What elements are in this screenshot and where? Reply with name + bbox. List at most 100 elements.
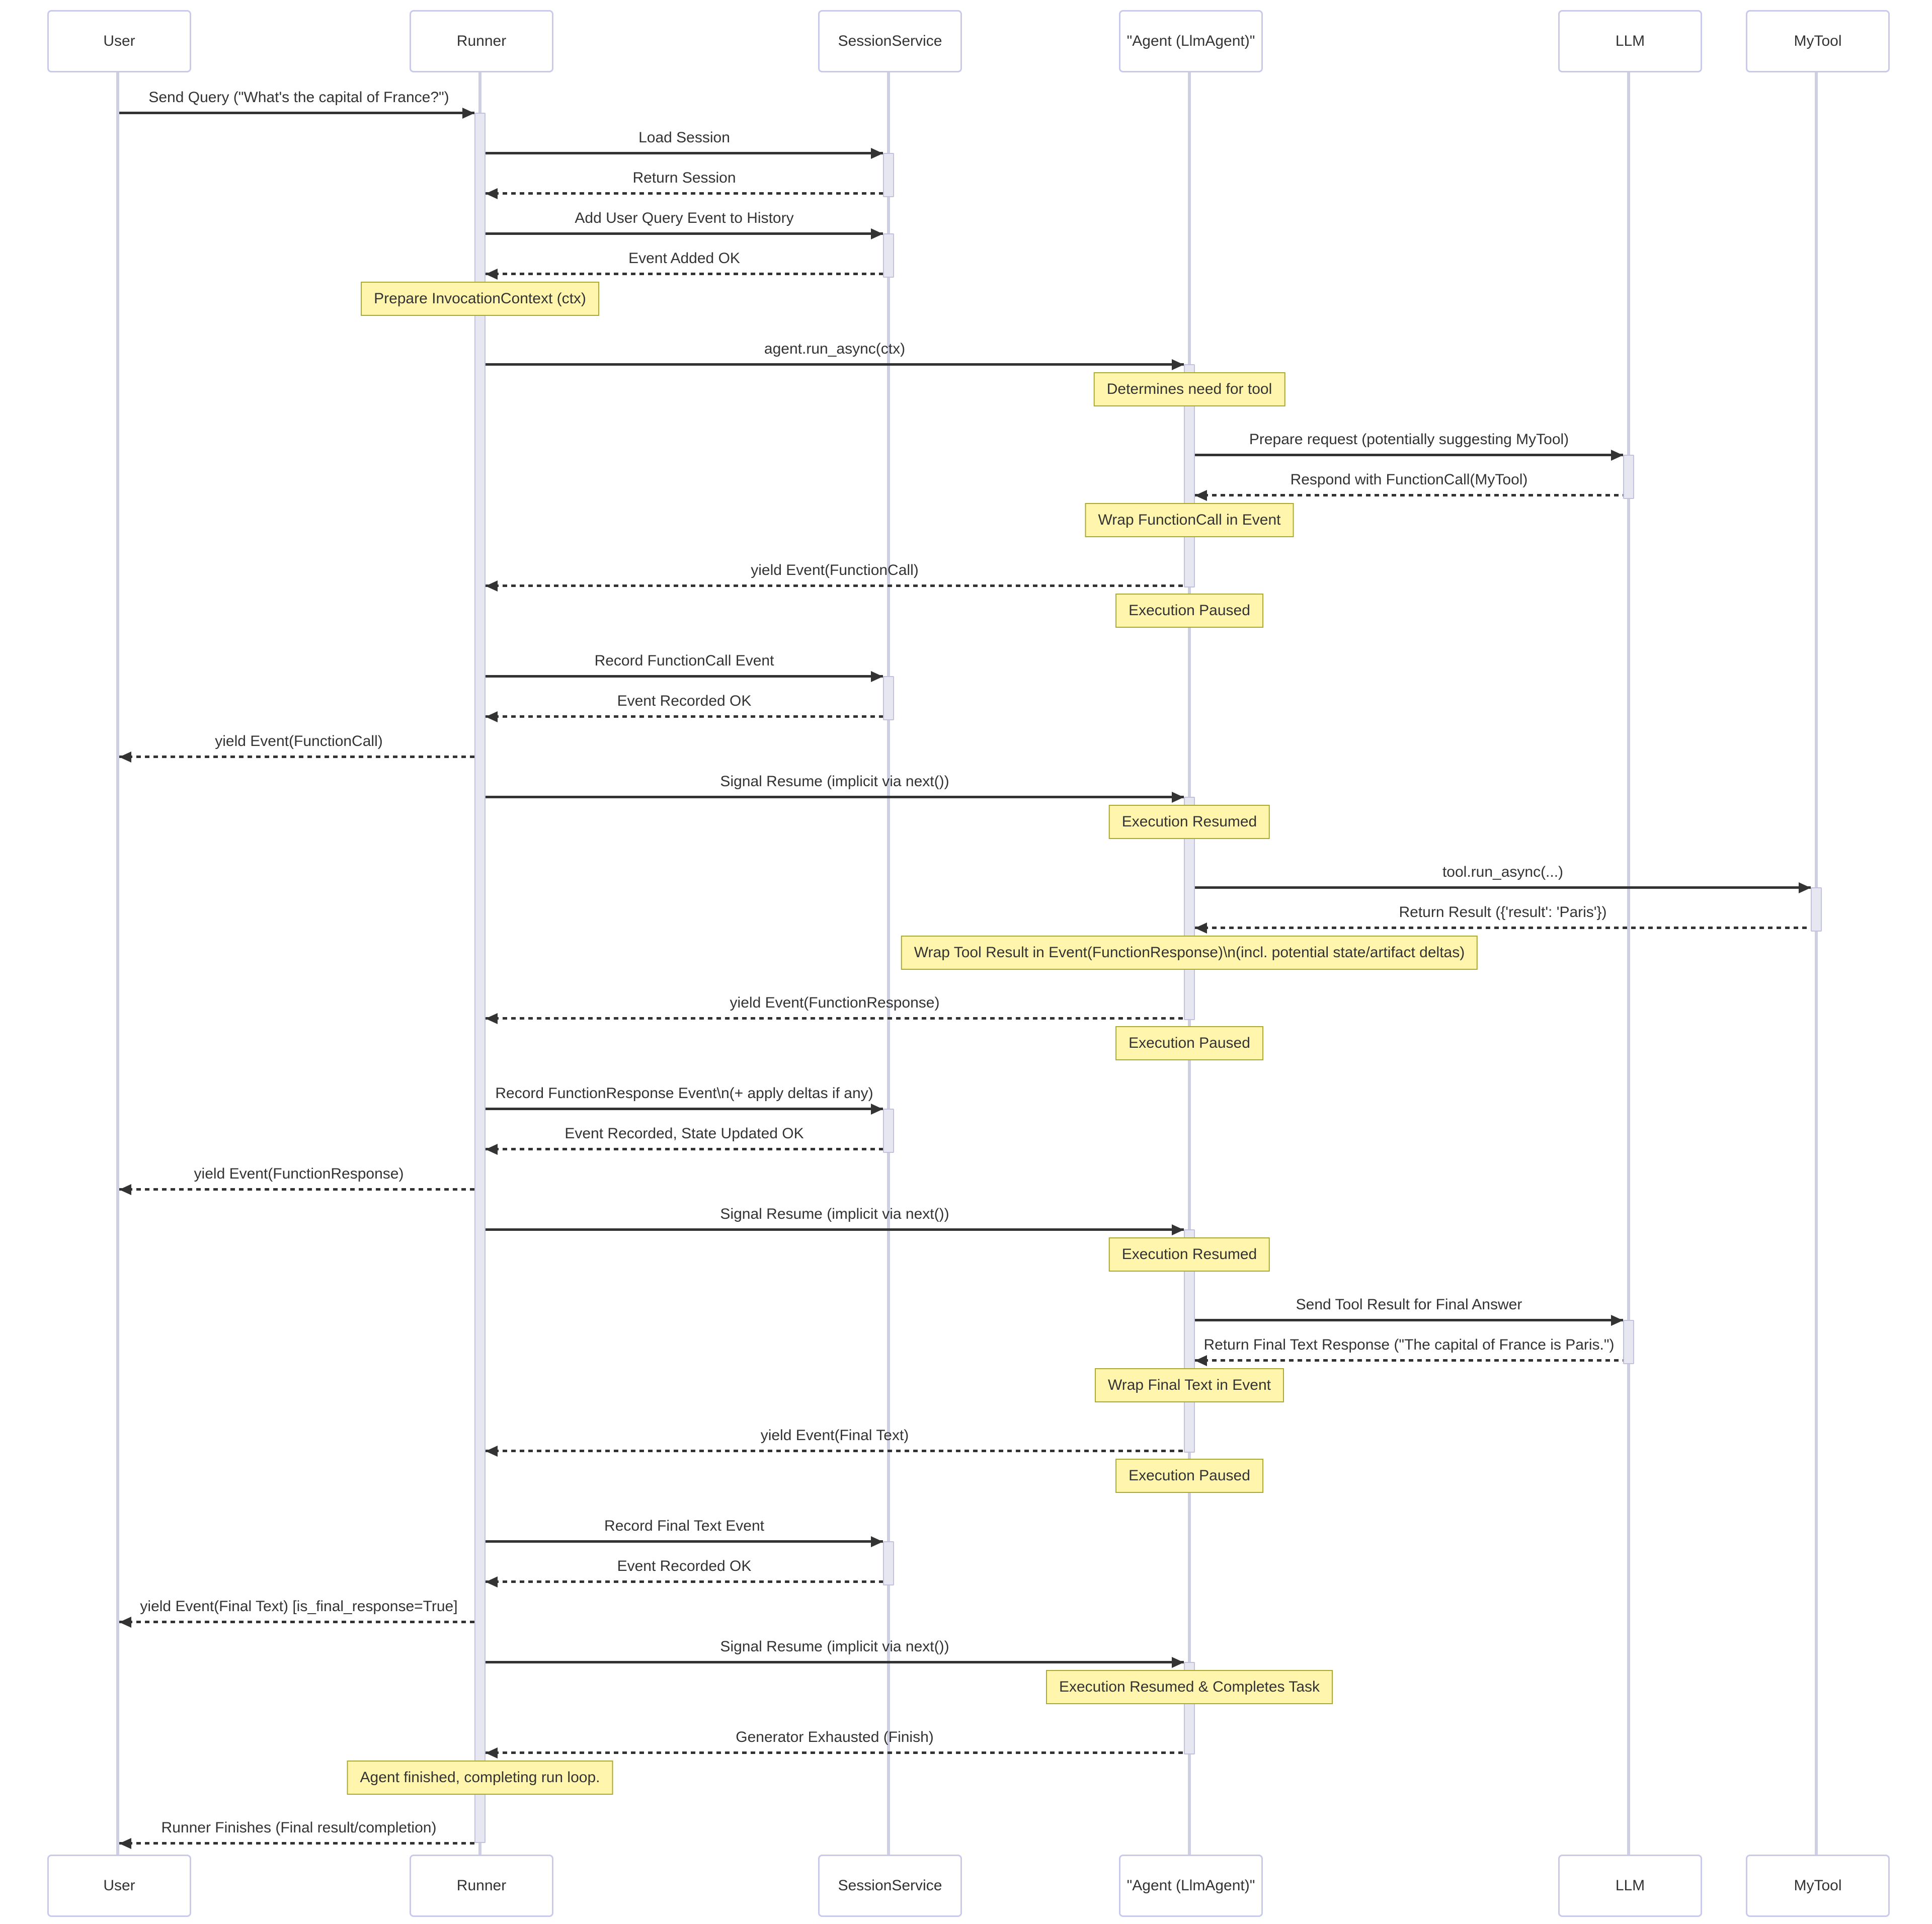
participant-label: User — [103, 1877, 135, 1894]
participant-label: "Agent (LlmAgent)" — [1126, 33, 1255, 49]
arrowhead — [486, 1747, 498, 1759]
message-label: Signal Resume (implicit via next()) — [720, 1638, 949, 1655]
participant-top-mytool: MyTool — [1746, 10, 1890, 72]
message-label: Runner Finishes (Final result/completion… — [161, 1819, 437, 1836]
arrowhead — [119, 751, 131, 763]
message-label: yield Event(FunctionCall) — [215, 733, 383, 749]
message-label: Prepare request (potentially suggesting … — [1249, 431, 1569, 448]
note: Execution Paused — [1115, 1026, 1263, 1060]
message-label: Record FunctionResponse Event\n(+ apply … — [495, 1085, 873, 1102]
note: Execution Paused — [1115, 1459, 1263, 1493]
arrowhead — [1611, 1315, 1623, 1326]
message-label: Send Tool Result for Final Answer — [1296, 1296, 1522, 1313]
note: Agent finished, completing run loop. — [347, 1761, 613, 1795]
message-line — [1195, 1359, 1623, 1362]
message-label: Return Result ({'result': 'Paris'}) — [1399, 904, 1607, 921]
message-label: Return Final Text Response ("The capital… — [1203, 1336, 1615, 1353]
note: Wrap Final Text in Event — [1094, 1368, 1284, 1402]
activation-bar-llm — [1623, 455, 1634, 499]
participant-top-agent: "Agent (LlmAgent)" — [1119, 10, 1263, 72]
message-line — [119, 1188, 474, 1191]
participant-label: Runner — [456, 1877, 507, 1894]
activation-bar-session — [883, 153, 894, 197]
message-line — [486, 1108, 883, 1110]
message-line — [119, 1621, 474, 1623]
message-line — [486, 232, 883, 235]
message-label: Load Session — [638, 129, 730, 146]
activation-bar-mytool — [1811, 887, 1822, 932]
participant-label: SessionService — [838, 1877, 942, 1894]
message-line — [486, 715, 883, 718]
arrowhead — [1799, 882, 1811, 893]
message-label: Send Query ("What's the capital of Franc… — [148, 89, 449, 106]
arrowhead — [1172, 1224, 1184, 1235]
message-label: Return Session — [632, 170, 736, 186]
message-label: Event Added OK — [628, 250, 740, 267]
message-line — [486, 273, 883, 275]
message-line — [1195, 454, 1623, 456]
message-label: Signal Resume (implicit via next()) — [720, 1206, 949, 1222]
participant-label: Runner — [456, 33, 507, 49]
note: Execution Resumed — [1108, 1237, 1270, 1272]
message-label: yield Event(Final Text) [is_final_respon… — [140, 1598, 458, 1615]
message-label: Event Recorded OK — [617, 693, 752, 709]
lifeline-mytool — [1815, 69, 1818, 1855]
participant-bottom-user: User — [47, 1855, 191, 1917]
arrowhead — [1172, 1657, 1184, 1668]
message-label: yield Event(FunctionCall) — [751, 562, 919, 578]
participant-bottom-agent: "Agent (LlmAgent)" — [1119, 1855, 1263, 1917]
message-line — [1195, 1319, 1623, 1321]
message-label: Respond with FunctionCall(MyTool) — [1290, 471, 1528, 488]
arrowhead — [486, 580, 498, 592]
arrowhead — [1172, 359, 1184, 370]
arrowhead — [871, 148, 883, 159]
note: Execution Resumed — [1108, 805, 1270, 839]
message-line — [486, 1751, 1184, 1754]
message-label: yield Event(FunctionResponse) — [194, 1165, 404, 1182]
participant-label: MyTool — [1794, 33, 1842, 49]
message-line — [486, 152, 883, 154]
message-label: tool.run_async(...) — [1442, 864, 1564, 880]
arrowhead — [1172, 792, 1184, 803]
message-line — [486, 1450, 1184, 1452]
lifeline-llm — [1627, 69, 1630, 1855]
message-line — [486, 192, 883, 195]
message-line — [119, 112, 474, 114]
message-line — [1195, 494, 1623, 496]
message-line — [486, 796, 1184, 798]
activation-bar-llm — [1623, 1320, 1634, 1364]
arrowhead — [486, 188, 498, 199]
message-label: Event Recorded OK — [617, 1558, 752, 1574]
note: Execution Paused — [1115, 594, 1263, 628]
activation-bar-session — [883, 1541, 894, 1585]
message-line — [119, 756, 474, 758]
message-label: yield Event(FunctionResponse) — [730, 994, 940, 1011]
message-line — [1195, 886, 1811, 889]
message-label: agent.run_async(ctx) — [764, 341, 906, 357]
activation-bar-session — [883, 1109, 894, 1153]
message-line — [486, 1661, 1184, 1663]
arrowhead — [486, 711, 498, 722]
note: Wrap Tool Result in Event(FunctionRespon… — [901, 936, 1478, 970]
message-line — [486, 1017, 1184, 1020]
message-line — [119, 1842, 474, 1845]
message-line — [486, 675, 883, 678]
participant-label: MyTool — [1794, 1877, 1842, 1894]
message-line — [486, 1148, 883, 1150]
participant-bottom-mytool: MyTool — [1746, 1855, 1890, 1917]
participant-bottom-runner: Runner — [410, 1855, 553, 1917]
activation-bar-session — [883, 233, 894, 278]
lifeline-session — [887, 69, 890, 1855]
message-line — [486, 1228, 1184, 1231]
arrowhead — [486, 1144, 498, 1155]
arrowhead — [871, 228, 883, 239]
message-label: Record Final Text Event — [604, 1518, 764, 1534]
note: Determines need for tool — [1093, 372, 1285, 406]
participant-top-user: User — [47, 10, 191, 72]
message-label: Signal Resume (implicit via next()) — [720, 773, 949, 790]
arrowhead — [871, 1104, 883, 1115]
message-label: Event Recorded, State Updated OK — [565, 1125, 804, 1142]
participant-top-session: SessionService — [818, 10, 962, 72]
participant-label: LLM — [1615, 33, 1645, 49]
